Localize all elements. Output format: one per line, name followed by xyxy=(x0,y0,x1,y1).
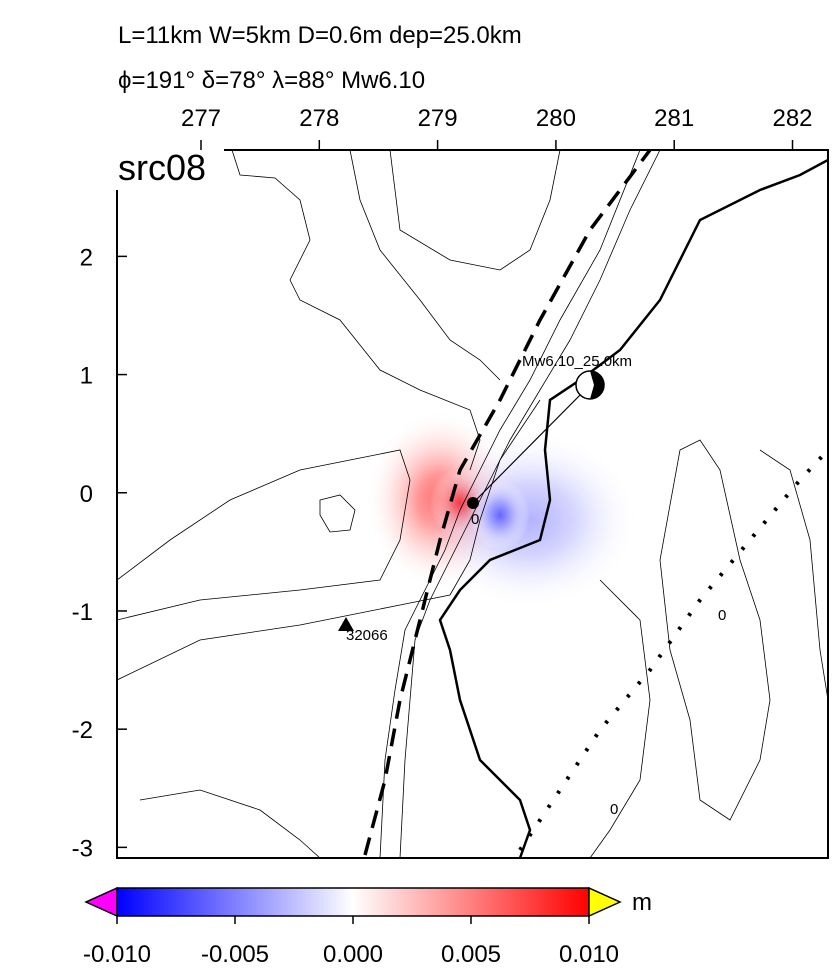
mechanism-label: Mw6.10_25.0km xyxy=(522,353,632,370)
colorbar-over xyxy=(588,886,622,918)
station xyxy=(338,617,354,631)
y-tick-label: 1 xyxy=(80,363,93,390)
y-tick-label: -2 xyxy=(72,717,93,744)
title-line-2: ϕ=191° δ=78° λ=88° Mw6.10 xyxy=(118,67,425,94)
colorbar-tick-label: 0.000 xyxy=(323,941,383,968)
colorbar-unit: m xyxy=(632,889,652,916)
x-tick-label: 282 xyxy=(772,105,812,132)
contour-label: 0 xyxy=(610,801,618,818)
panel-label: src08 xyxy=(118,147,206,188)
y-tick-label: -3 xyxy=(72,835,93,862)
epicenter-label: 0 xyxy=(471,511,479,528)
beachball-fill xyxy=(590,371,604,399)
y-tick-label: 2 xyxy=(80,244,93,271)
colorbar-tick-label: -0.005 xyxy=(201,941,269,968)
colorbar-tick-label: 0.010 xyxy=(559,941,619,968)
x-tick-label: 278 xyxy=(299,105,339,132)
station-label: 32066 xyxy=(346,627,388,644)
x-tick-label: 279 xyxy=(418,105,458,132)
colorbar-tick-label: 0.005 xyxy=(441,941,501,968)
title-line-1: L=11km W=5km D=0.6m dep=25.0km xyxy=(118,22,522,49)
map-body xyxy=(117,150,828,858)
colorbar xyxy=(116,887,590,917)
label-bg xyxy=(114,145,224,190)
y-tick-label: 0 xyxy=(80,481,93,508)
y-tick-label: -1 xyxy=(72,599,93,626)
map-frame xyxy=(116,149,829,859)
x-tick-label: 281 xyxy=(654,105,694,132)
x-tick-label: 280 xyxy=(536,105,576,132)
colorbar-tick-label: -0.010 xyxy=(83,941,151,968)
x-tick-label: 277 xyxy=(181,105,221,132)
colorbar-under xyxy=(84,886,118,918)
contour-label: 0 xyxy=(718,607,726,624)
epicenter xyxy=(467,497,479,509)
